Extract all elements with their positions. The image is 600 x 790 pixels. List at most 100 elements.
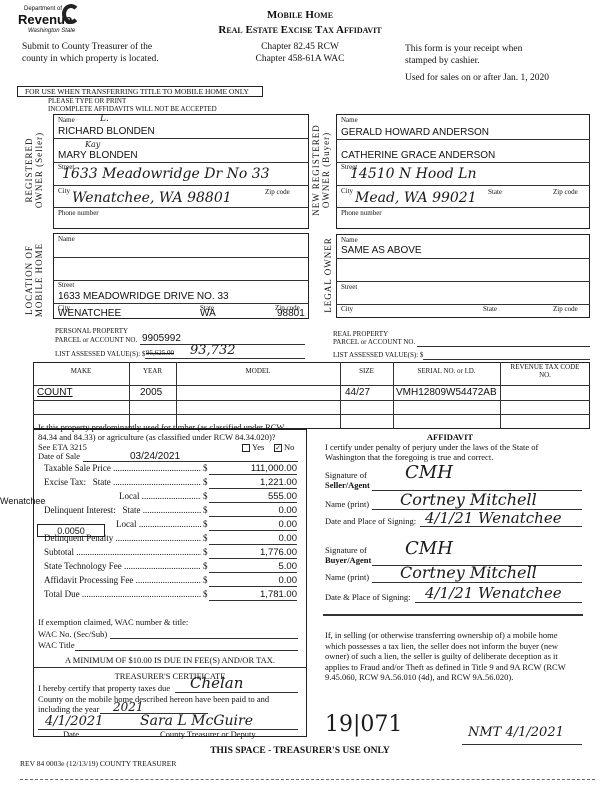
dollar-sign: $ [203,477,208,487]
tax-line: Excise Tax: State ......................… [44,477,299,491]
tax-line-label-group: Affidavit Processing Fee ...............… [44,575,201,585]
state-label: State [200,304,214,312]
submit-instructions: Submit to County Treasurer of the [22,42,153,52]
side-note-city: Wenatchee [0,496,46,506]
tax-line: Local ..................................… [44,491,299,505]
legal-name-field[interactable]: SAME AS ABOVE [341,245,422,256]
date-of-sale-label: Date of Sale [38,451,81,461]
chapter-wac: Chapter 458-61A WAC [255,54,345,64]
seller-street-field[interactable]: 1633 Meadowridge Dr No 33 [62,166,270,182]
dollar-sign: $ [203,519,208,529]
rate-box[interactable]: 0.0050 [37,524,105,537]
tax-line-value[interactable]: 555.00 [209,491,297,503]
vehicle-table [33,362,590,429]
street-label: Street [58,163,75,171]
personal-parcel-field[interactable]: 9905992 [142,333,181,344]
treasurer-cert-text: I hereby certify that property taxes due [38,683,171,693]
buyer-name1-field[interactable]: GERALD HOWARD ANDERSON [341,127,489,138]
assessed-label: LIST ASSESSED VALUE(S): $ [55,350,146,358]
year-paid-field[interactable]: 2021 [113,700,144,714]
tax-line-value[interactable]: 111,000.00 [209,463,297,475]
date-of-sale-field[interactable]: 03/24/2021 [130,451,181,462]
dot-leader: ........................................… [123,561,201,571]
tax-line-label: Taxable Sale Price [44,463,111,473]
tax-line: Affidavit Processing Fee ...............… [44,575,299,589]
state-label: State [488,188,502,196]
location-side-label: LOCATION OF MOBILE HOME [24,242,44,318]
tax-line-label-group: Total Due ..............................… [44,589,201,599]
yes-label: Yes [252,442,265,452]
assessed-value-field[interactable]: 93,732 [190,343,236,358]
exemption-label: If exemption claimed, WAC number & title… [38,617,189,627]
tax-line-label: State Technology Fee [44,561,122,571]
logo-dept: Department of [24,6,63,12]
county-field[interactable]: Chelan [190,674,244,692]
receipt-note-2: stamped by cashier. [405,56,480,66]
yes-checkbox[interactable] [242,444,250,452]
tax-line: Total Due ..............................… [44,589,299,603]
tax-line-label: Delinquent Penalty [44,533,114,543]
date-place-label: Date and Place of Signing: [325,516,417,526]
seller-city-field[interactable]: Wenatchee, WA 98801 [72,190,232,206]
seller-date-place-field[interactable]: 4/1/21 Wenatchee [425,509,562,527]
tax-line-label: Local [116,519,137,529]
seller-print-name-field[interactable]: Cortney Mitchell [400,490,537,509]
tax-line-value[interactable]: 0.00 [209,575,297,587]
tax-line: Taxable Sale Price .....................… [44,463,299,477]
dot-leader: ........................................… [115,533,202,543]
tax-line-value[interactable]: 0.00 [209,533,297,545]
buyer-signature: CMH [405,538,453,559]
personal-property-label: PERSONAL PROPERTY [55,327,129,335]
assessed-struck-value: 95,625.00 [146,349,174,357]
location-zip-field[interactable]: 98801 [277,308,305,319]
seller-name2-field[interactable]: MARY BLONDEN [58,150,138,161]
col-make: MAKE [70,367,92,375]
location-street-field[interactable]: 1633 MEADOWRIDGE DRIVE NO. 33 [58,291,229,302]
location-state-field[interactable]: WA [200,308,216,319]
tax-line-label-group: Delinquent Penalty .....................… [44,533,201,543]
buyer-street-field[interactable]: 14510 N Hood Ln [350,166,477,182]
buyer-side-label: NEW REGISTERED OWNER (Buyer) [311,124,331,216]
tax-line-label-group: Taxable Sale Price .....................… [44,463,201,473]
year-field[interactable]: 2005 [140,387,163,398]
tax-line-value[interactable]: 1,221.00 [209,477,297,489]
submit-instructions-2: county in which property is located. [22,54,159,64]
buyer-print-name-field[interactable]: Cortney Mitchell [400,563,537,582]
serial-field[interactable]: VMH12809W54472AB [396,387,497,398]
seller-sig-label: Signature of [325,470,367,480]
buyer-name2-field[interactable]: CATHERINE GRACE ANDERSON [341,150,496,161]
tax-line-value[interactable]: 0.00 [209,519,297,531]
affidavit-text-2: Washington that the foregoing is true an… [325,452,494,462]
col-tax-code: REVENUE TAX CODE NO. [510,363,580,379]
used-for-note: Used for sales on or after Jan. 1, 2020 [405,73,550,83]
real-property-label: REAL PROPERTY [333,330,389,338]
parcel-label: PARCEL or ACCOUNT NO. [333,338,416,346]
no-checkbox[interactable]: ✓ [274,444,282,452]
dot-leader: ........................................… [76,547,201,557]
tax-line-value[interactable]: 1,776.00 [209,547,297,559]
seller-name2-handwritten: Kay [85,140,101,149]
tax-line-label-group: Local ..................................… [116,519,201,529]
cashier-stamp: NMT 4/1/2021 [468,725,564,740]
type-notice: PLEASE TYPE OR PRINT [48,97,127,105]
col-year: YEAR [142,367,163,375]
seller-name1-field[interactable]: RICHARD BLONDEN [58,126,155,137]
street-label: Street [341,163,358,171]
chapter-rcw: Chapter 82.45 RCW [261,42,339,52]
make-field[interactable]: COUNT [37,387,73,398]
buyer-city-field[interactable]: Mead, WA 99021 [355,190,477,206]
tax-line-value[interactable]: 0.00 [209,505,297,517]
col-model: MODEL [245,367,271,375]
size-field[interactable]: 44/27 [345,387,371,398]
treasurer-cert-text-3: including the year [38,704,100,714]
dollar-sign: $ [203,547,208,557]
tax-line-label-group: Delinquent Interest: State .............… [44,505,201,515]
tax-line-value[interactable]: 5.00 [209,561,297,573]
tax-line-value[interactable]: 1,781.00 [209,589,297,601]
affidavit-title: AFFIDAVIT [426,432,474,442]
treasurer-date-field[interactable]: 4/1/2021 [45,714,104,729]
buyer-date-place-field[interactable]: 4/1/21 Wenatchee [425,584,562,602]
location-city-field[interactable]: WENATCHEE [58,308,122,319]
logo: Department of Revenue Washington State [18,4,80,40]
city-label: City [341,305,354,313]
